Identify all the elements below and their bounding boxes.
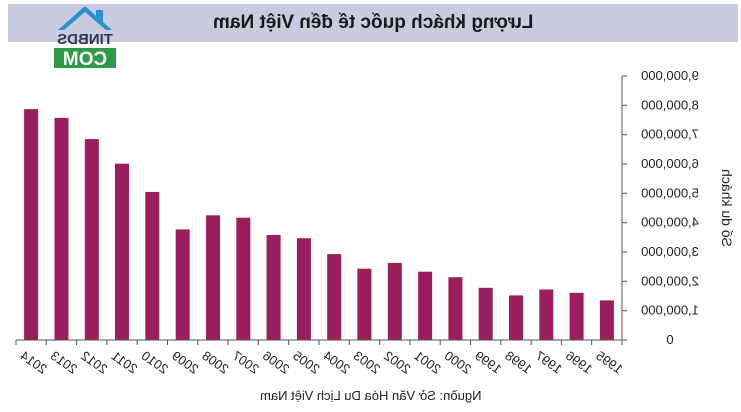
x-tick-label-1998: 1998 — [502, 348, 534, 377]
x-tick-label-2000: 2000 — [442, 348, 474, 377]
logo-bottom-text: COM — [63, 49, 107, 70]
x-tick-label-2007: 2007 — [230, 348, 262, 377]
bar-1995 — [599, 300, 614, 340]
x-tick-label-2013: 2013 — [48, 348, 80, 377]
bar-2011 — [115, 163, 129, 340]
x-tick-label-2014: 2014 — [18, 348, 50, 377]
bar-2007 — [236, 217, 251, 340]
x-tick-label-2009: 2009 — [169, 348, 201, 377]
y-tick-label: 1,000,000 — [641, 303, 699, 318]
x-tick-labels: 2014201320122011201020092008200720062005… — [18, 348, 626, 377]
x-tick-label-2002: 2002 — [381, 348, 413, 377]
y-tick-label: 7,000,000 — [641, 127, 699, 142]
x-tick-label-2003: 2003 — [351, 348, 383, 377]
x-tick-label-1996: 1996 — [563, 348, 595, 377]
x-tick-label-2006: 2006 — [260, 348, 292, 377]
bar-1998 — [509, 295, 523, 340]
axes-group — [15, 75, 627, 345]
logo-top-text: TINBDS — [57, 31, 113, 48]
x-tick-label-2010: 2010 — [139, 348, 171, 377]
logo-chimney — [96, 10, 103, 22]
house-logo-icon: TINBDS COM — [54, 6, 116, 70]
bar-2005 — [296, 238, 311, 340]
y-tick-labels: 0 1,000,000 2,000,000 3,000,000 4,000,000 5,0… — [641, 68, 699, 347]
bar-1997 — [539, 289, 554, 340]
y-tick-label: 4,000,000 — [641, 215, 699, 230]
bar-2004 — [327, 254, 342, 340]
y-tick-label: 3,000,000 — [641, 244, 699, 259]
x-tick-label-2001: 2001 — [411, 348, 443, 377]
bar-2002 — [387, 262, 402, 340]
y-tick-label: 6,000,000 — [641, 156, 699, 171]
y-tick-label: 9,000,000 — [641, 68, 699, 83]
bar-2000 — [448, 277, 463, 340]
bar-2001 — [418, 271, 433, 340]
y-tick-label: 0 — [666, 332, 673, 347]
logo-roof — [58, 6, 112, 30]
y-tick-label: 2,000,000 — [641, 273, 699, 288]
bar-2010 — [145, 191, 160, 340]
x-tick-label-2004: 2004 — [321, 348, 353, 377]
bar-2014 — [24, 109, 39, 340]
bars-group — [24, 109, 614, 341]
title-bar: Lượng khách quốc tế đến Việt Nam — [8, 4, 738, 42]
bar-2012 — [84, 139, 99, 340]
bar-2008 — [206, 215, 220, 340]
logo-green-band — [54, 48, 116, 68]
bar-2013 — [54, 117, 69, 341]
bar-2006 — [266, 235, 281, 340]
bar-2009 — [175, 229, 190, 340]
y-tick-label: 5,000,000 — [641, 185, 699, 200]
x-tick-label-2008: 2008 — [199, 348, 231, 377]
x-tick-label-1997: 1997 — [533, 348, 565, 377]
x-tick-label-1999: 1999 — [472, 348, 504, 377]
x-tick-label-2005: 2005 — [290, 348, 322, 377]
y-axis-label: Số du khách — [719, 169, 735, 247]
x-tick-label-1995: 1995 — [593, 348, 625, 377]
bar-1996 — [569, 292, 584, 340]
source-note: Nguồn: Sở Văn Hóa Du Lịch Việt Nam — [259, 388, 482, 403]
y-tick-label: 8,000,000 — [641, 97, 699, 112]
x-tick-label-2012: 2012 — [78, 348, 110, 377]
bar-1999 — [478, 287, 493, 340]
x-tick-label-2011: 2011 — [109, 348, 141, 376]
bar-2003 — [357, 268, 372, 340]
